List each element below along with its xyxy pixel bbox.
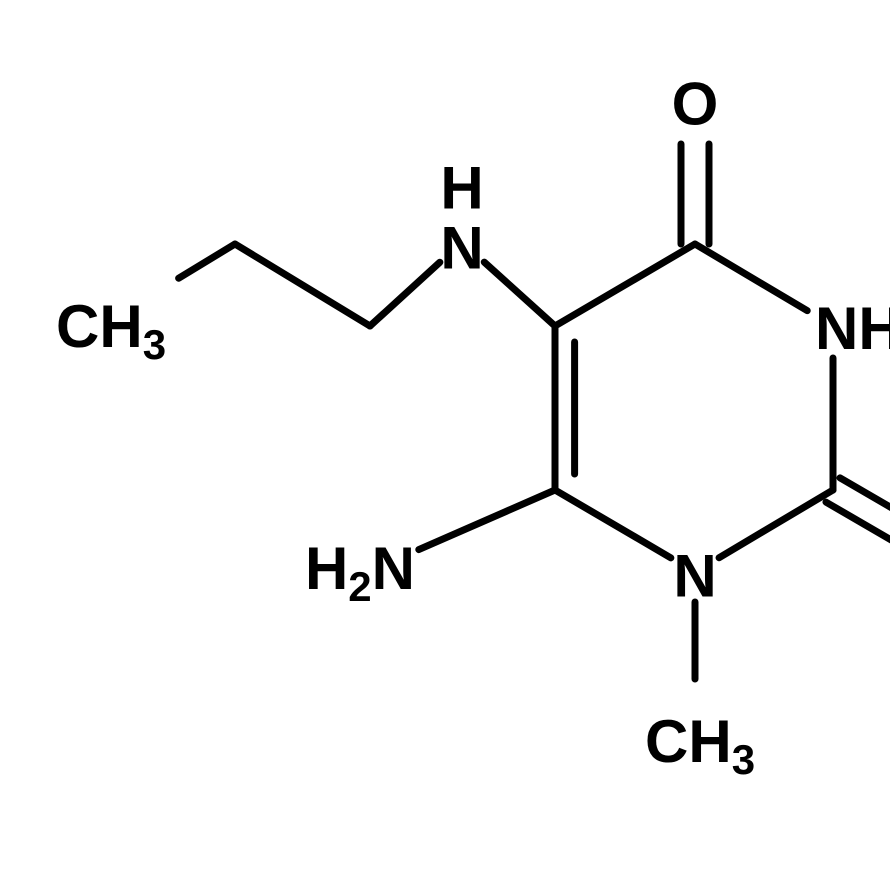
chemical-structure-diagram: CH3HNONHONCH3H2N: [0, 0, 890, 890]
label-o-top: O: [672, 71, 719, 138]
label-ch3-propyl: CH3: [56, 293, 166, 368]
label-nh-h: H: [440, 155, 483, 222]
label-nh-n: N: [440, 215, 483, 282]
label-n-ring: N: [673, 543, 716, 610]
label-nh-right: NH: [815, 295, 890, 362]
label-ch3-methyl: CH3: [645, 708, 755, 783]
label-h2n: H2N: [305, 535, 415, 610]
